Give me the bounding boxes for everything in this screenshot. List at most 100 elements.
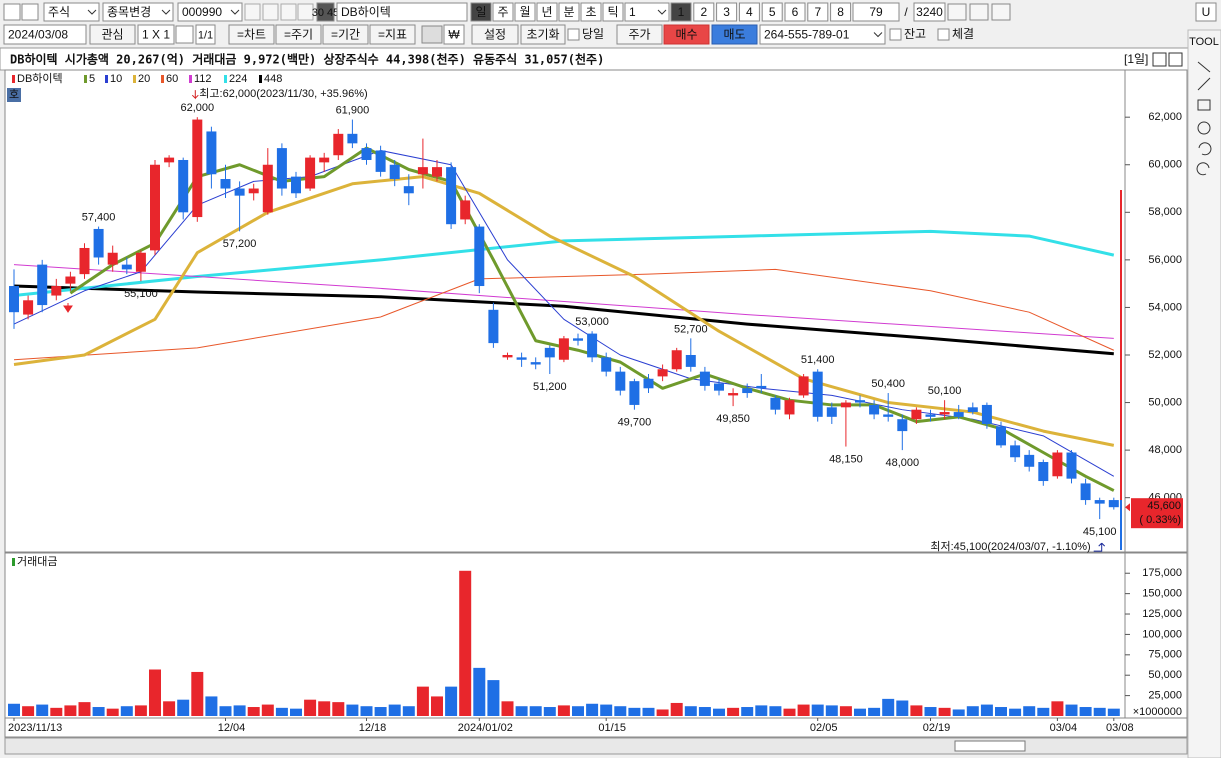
account-select[interactable]: 264-555-789-01 — [764, 28, 850, 42]
settings-button[interactable]: 설정 — [484, 28, 506, 42]
page-button[interactable]: 6 — [792, 5, 799, 19]
period-button[interactable]: 주 — [497, 5, 508, 19]
period-value-arrow[interactable] — [657, 9, 667, 15]
page-button-box[interactable] — [670, 2, 692, 22]
scrollbar[interactable] — [4, 737, 1188, 755]
stock-name[interactable]: DB하이텍 — [341, 5, 391, 19]
page-button[interactable]: 1 — [678, 5, 685, 19]
menu-button-box[interactable] — [228, 24, 275, 45]
icon[interactable] — [3, 3, 21, 21]
interest-button-box[interactable] — [89, 24, 136, 45]
layout-page[interactable]: 1/1 — [198, 29, 213, 41]
page-button-box[interactable] — [693, 2, 715, 22]
page-button-box[interactable] — [807, 2, 829, 22]
icon[interactable] — [947, 3, 967, 21]
layout-select-box[interactable] — [137, 24, 175, 45]
page-button[interactable]: 5 — [769, 5, 776, 19]
window-button[interactable] — [1168, 52, 1183, 67]
period-button-box[interactable] — [558, 2, 580, 22]
count-input[interactable]: 79 — [869, 5, 883, 19]
period-button[interactable]: 일 — [475, 5, 486, 19]
stock-name-box[interactable] — [336, 2, 468, 22]
checkbox[interactable] — [937, 28, 950, 41]
price-button[interactable]: 주가 — [628, 28, 650, 42]
period-button-box[interactable] — [514, 2, 536, 22]
reset-button-box[interactable] — [520, 24, 566, 45]
interval-badge[interactable]: 30 45 — [312, 7, 340, 19]
page-button-box[interactable] — [738, 2, 760, 22]
page-button-box[interactable] — [830, 2, 852, 22]
layout-page-box[interactable] — [195, 24, 216, 45]
price-button-box[interactable] — [616, 24, 663, 45]
scroll-thumb[interactable] — [954, 740, 1026, 752]
page-button-box[interactable] — [716, 2, 738, 22]
period-value[interactable]: 1 — [629, 5, 636, 19]
count-input-box[interactable] — [852, 2, 900, 22]
page-button-box[interactable] — [784, 2, 806, 22]
code-input-arrow[interactable] — [230, 9, 240, 15]
code-input-box[interactable] — [177, 2, 243, 22]
icon[interactable] — [991, 3, 1011, 21]
market-select-box[interactable] — [43, 2, 100, 22]
period-button[interactable]: 월 — [519, 5, 530, 19]
change-select[interactable]: 종목변경 — [107, 5, 151, 19]
page-button[interactable]: 8 — [837, 5, 844, 19]
icon[interactable] — [297, 3, 314, 21]
code-input[interactable]: 000990 — [182, 5, 222, 19]
reset-button[interactable]: 초기화 — [526, 28, 559, 42]
market-select-arrow[interactable] — [87, 9, 97, 15]
menu-button-box[interactable] — [369, 24, 416, 45]
icon[interactable] — [244, 3, 261, 21]
change-select-arrow[interactable] — [161, 9, 171, 15]
won-button-box[interactable] — [443, 24, 465, 45]
period-value-box[interactable] — [624, 2, 670, 22]
total-count-box[interactable] — [913, 2, 946, 22]
date-input[interactable]: 2024/03/08 — [8, 28, 68, 42]
account-select-arrow[interactable] — [873, 32, 883, 38]
menu-button[interactable]: =지표 — [378, 28, 407, 42]
checkbox[interactable] — [567, 28, 580, 41]
period-button-box[interactable] — [470, 2, 492, 22]
menu-button[interactable]: =차트 — [237, 28, 266, 42]
menu-button-box[interactable] — [275, 24, 322, 45]
icon[interactable] — [421, 25, 443, 44]
period-button-box[interactable] — [602, 2, 624, 22]
period-button-box[interactable] — [536, 2, 558, 22]
icon[interactable] — [262, 3, 279, 21]
total-count[interactable]: 3240 — [916, 5, 943, 19]
sell-button-box[interactable] — [711, 24, 758, 45]
sell-button[interactable]: 매도 — [723, 28, 745, 42]
icon[interactable] — [175, 25, 194, 44]
page-button[interactable]: 4 — [746, 5, 753, 19]
market-select[interactable]: 주식 — [48, 5, 70, 19]
period-button-box[interactable] — [492, 2, 514, 22]
change-select-box[interactable] — [102, 2, 174, 22]
account-select-box[interactable] — [759, 24, 886, 45]
period-button[interactable]: 틱 — [607, 5, 618, 19]
interest-button[interactable]: 관심 — [101, 28, 123, 42]
menu-button[interactable]: =주기 — [284, 28, 313, 42]
settings-button-box[interactable] — [471, 24, 519, 45]
period-button[interactable]: 년 — [541, 5, 552, 19]
menu-button[interactable]: =기간 — [331, 28, 360, 42]
icon[interactable] — [969, 3, 989, 21]
menu-button-box[interactable] — [322, 24, 369, 45]
period-button-box[interactable] — [580, 2, 602, 22]
checkbox[interactable] — [889, 28, 902, 41]
period-button[interactable]: 초 — [585, 5, 596, 19]
icon[interactable] — [280, 3, 297, 21]
window-button[interactable] — [1152, 52, 1167, 67]
page-button[interactable]: 7 — [814, 5, 821, 19]
won-button[interactable]: ₩ — [448, 28, 460, 42]
page-button[interactable]: 2 — [700, 5, 707, 19]
page-button[interactable]: 3 — [723, 5, 730, 19]
icon[interactable] — [21, 3, 39, 21]
page-button-box[interactable] — [761, 2, 783, 22]
period-button[interactable]: 분 — [563, 5, 574, 19]
user-button-box[interactable] — [1195, 2, 1217, 22]
layout-select[interactable]: 1 X 1 — [142, 28, 170, 42]
interval-badge-box[interactable] — [316, 2, 335, 22]
user-button[interactable]: U — [1202, 5, 1211, 19]
buy-button[interactable]: 매수 — [675, 28, 697, 42]
buy-button-box[interactable] — [663, 24, 710, 45]
